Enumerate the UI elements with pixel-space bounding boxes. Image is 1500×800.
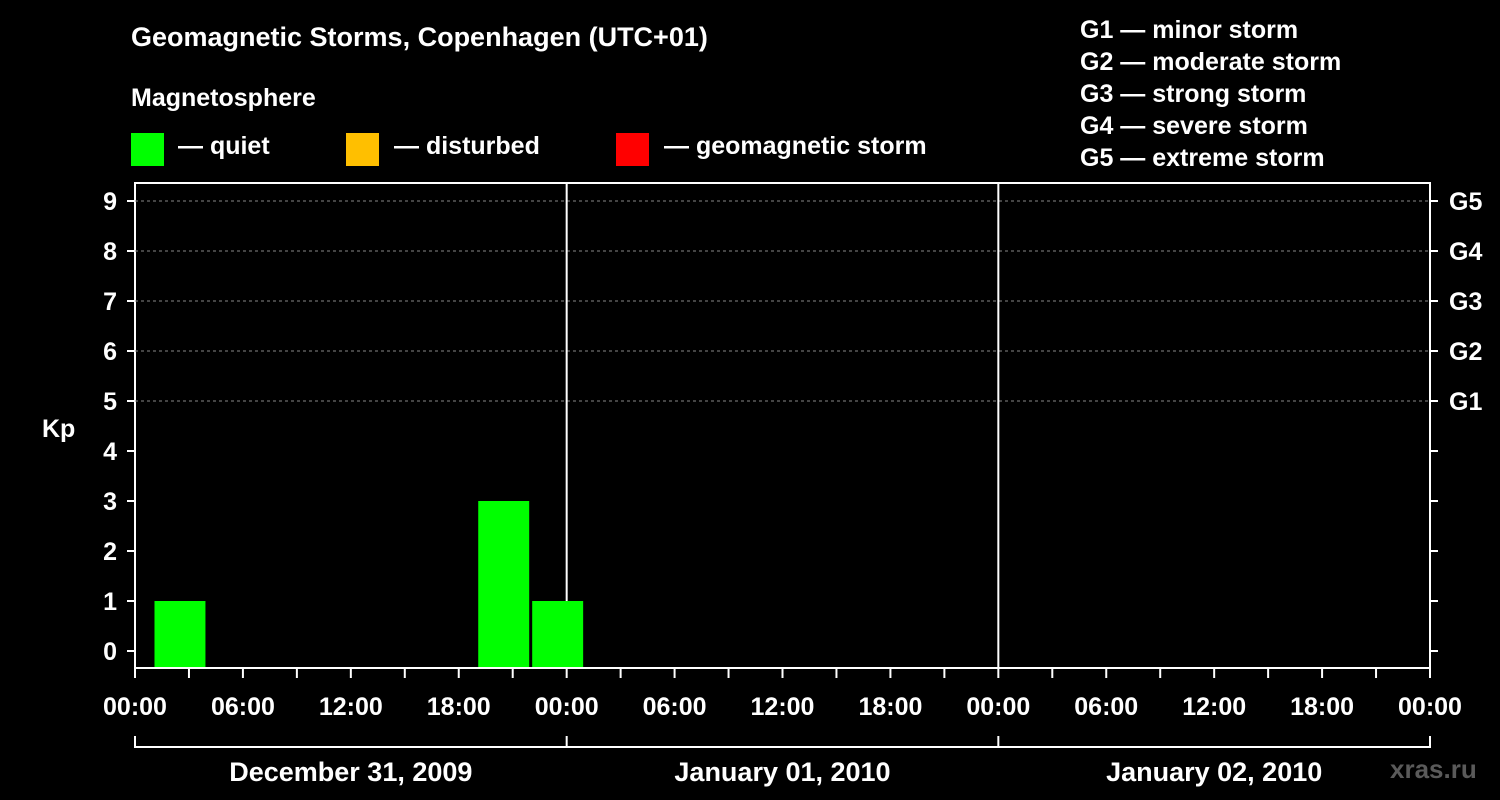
storm-scale-legend: G1 — minor storm G2 — moderate storm G3 …: [1080, 14, 1341, 174]
x-tick-label: 06:00: [1074, 693, 1138, 721]
storm-scale-g2: G2 — moderate storm: [1080, 48, 1342, 76]
storm-scale-g4: G4 — severe storm: [1080, 112, 1308, 140]
y-tick-label: 3: [103, 488, 117, 516]
legend-swatch-storm: [616, 133, 649, 166]
plot-frame: [134, 182, 1431, 669]
legend-heading: Magnetosphere: [131, 84, 316, 112]
storm-level-label: G3: [1449, 288, 1482, 316]
x-tick-label: 00:00: [1398, 693, 1462, 721]
x-tick-label: 18:00: [427, 693, 491, 721]
legend-swatch-quiet: [131, 133, 164, 166]
legend-swatch-disturbed: [346, 133, 379, 166]
storm-scale-g3: G3 — strong storm: [1080, 80, 1307, 108]
day-label: December 31, 2009: [229, 757, 472, 787]
y-tick-label: 8: [103, 238, 117, 266]
y-tick-label: 4: [103, 438, 117, 466]
legend-label-storm: — geomagnetic storm: [664, 132, 927, 160]
legend-label-disturbed: — disturbed: [394, 132, 540, 160]
x-tick-label: 12:00: [1182, 693, 1246, 721]
x-tick-label: 06:00: [643, 693, 707, 721]
x-tick-label: 18:00: [858, 693, 922, 721]
y-tick-label: 7: [103, 288, 117, 316]
kp-bar: [154, 601, 206, 667]
x-tick-label: 18:00: [1290, 693, 1354, 721]
y-tick-label: 9: [103, 188, 117, 216]
y-tick-label: 1: [103, 588, 117, 616]
x-tick-label: 00:00: [103, 693, 167, 721]
storm-level-label: G1: [1449, 388, 1482, 416]
kp-bar: [532, 601, 584, 667]
day-label: January 01, 2010: [674, 757, 890, 787]
y-tick-label: 6: [103, 338, 117, 366]
storm-scale-g1: G1 — minor storm: [1080, 16, 1299, 44]
chart-title: Geomagnetic Storms, Copenhagen (UTC+01): [131, 22, 708, 52]
x-tick-label: 12:00: [319, 693, 383, 721]
kp-bar: [478, 501, 530, 667]
y-tick-label: 2: [103, 538, 117, 566]
y-tick-label: 0: [103, 638, 117, 666]
day-label: January 02, 2010: [1106, 757, 1322, 787]
storm-level-label: G4: [1449, 238, 1482, 266]
storm-level-label: G5: [1449, 188, 1482, 216]
storm-level-label: G2: [1449, 338, 1482, 366]
x-tick-label: 06:00: [211, 693, 275, 721]
x-tick-label: 00:00: [966, 693, 1030, 721]
x-tick-label: 12:00: [751, 693, 815, 721]
y-tick-label: 5: [103, 388, 117, 416]
x-tick-label: 00:00: [535, 693, 599, 721]
legend-label-quiet: — quiet: [178, 132, 270, 160]
watermark: xras.ru: [1390, 754, 1477, 784]
y-axis-label: Kp: [42, 415, 75, 443]
storm-scale-g5: G5 — extreme storm: [1080, 144, 1325, 172]
